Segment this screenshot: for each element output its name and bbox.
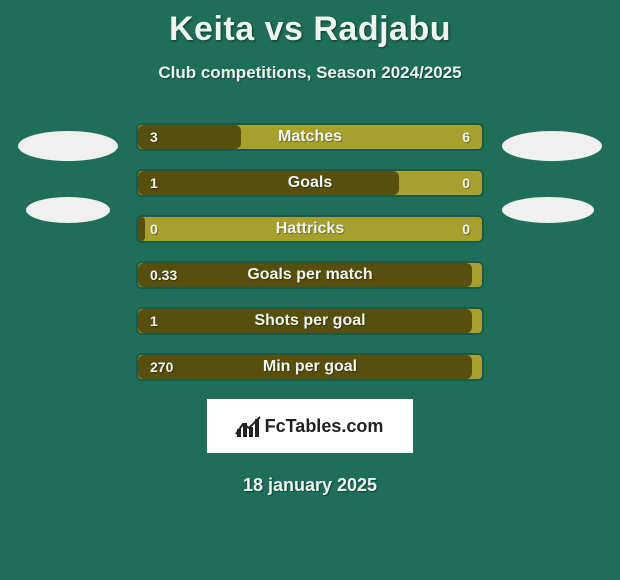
stat-label: Shots per goal	[138, 312, 482, 330]
logo-text: FcTables.com	[265, 416, 384, 437]
subtitle: Club competitions, Season 2024/2025	[0, 63, 620, 83]
stat-bars: 3Matches61Goals00Hattricks00.33Goals per…	[136, 123, 484, 381]
right-side	[502, 123, 602, 223]
stat-label: Min per goal	[138, 358, 482, 376]
stat-right-value: 0	[462, 175, 470, 191]
date-label: 18 january 2025	[0, 475, 620, 496]
stat-bar: 0Hattricks0	[136, 215, 484, 243]
comparison-container: Keita vs Radjabu Club competitions, Seas…	[0, 0, 620, 580]
player-left-badge-1	[18, 131, 118, 161]
stat-bar: 3Matches6	[136, 123, 484, 151]
stat-bar: 1Goals0	[136, 169, 484, 197]
stat-right-value: 6	[462, 129, 470, 145]
player-right-badge-1	[502, 131, 602, 161]
logo-box: FcTables.com	[207, 399, 413, 453]
stat-bar: 270Min per goal	[136, 353, 484, 381]
stat-label: Hattricks	[138, 220, 482, 238]
stat-bar: 0.33Goals per match	[136, 261, 484, 289]
stat-label: Goals	[138, 174, 482, 192]
main-row: 3Matches61Goals00Hattricks00.33Goals per…	[0, 123, 620, 381]
bar-chart-icon	[237, 415, 259, 437]
player-left-badge-2	[26, 197, 110, 223]
stat-bar: 1Shots per goal	[136, 307, 484, 335]
page-title: Keita vs Radjabu	[0, 10, 620, 49]
stat-label: Goals per match	[138, 266, 482, 284]
stat-label: Matches	[138, 128, 482, 146]
left-side	[18, 123, 118, 223]
player-right-badge-2	[502, 197, 594, 223]
stat-right-value: 0	[462, 221, 470, 237]
